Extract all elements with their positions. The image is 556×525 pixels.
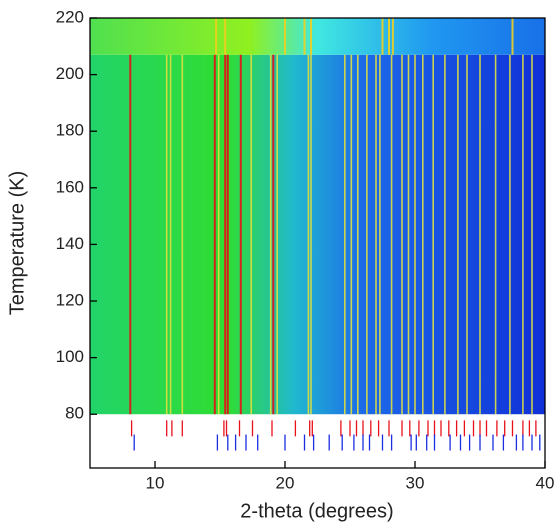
y-tick-label: 160: [56, 177, 84, 196]
y-tick-label: 80: [65, 404, 84, 423]
y-tick-label: 180: [56, 121, 84, 140]
x-tick-label: 10: [146, 473, 165, 492]
y-tick-label: 140: [56, 234, 84, 253]
y-axis-label: Temperature (K): [6, 171, 28, 316]
plot-frame: [89, 17, 546, 469]
map-low-phase: [90, 54, 545, 415]
y-tick-label: 200: [56, 64, 84, 83]
y-tick-label: 220: [56, 7, 84, 26]
map-high-phase: [90, 18, 545, 55]
x-tick-label: 20: [276, 473, 295, 492]
x-tick-label: 30: [406, 473, 425, 492]
y-tick-label: 100: [56, 347, 84, 366]
y-tick-label: 120: [56, 291, 84, 310]
x-axis-label: 2-theta (degrees): [240, 500, 393, 522]
x-tick-label: 40: [536, 473, 555, 492]
